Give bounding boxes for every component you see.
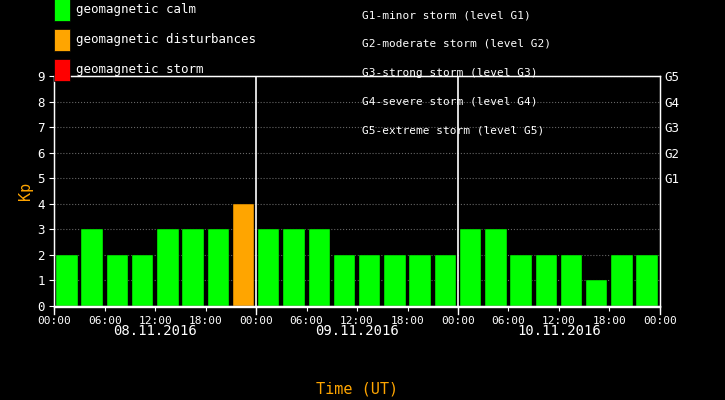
- Text: geomagnetic storm: geomagnetic storm: [76, 64, 204, 76]
- Bar: [460, 229, 481, 306]
- Bar: [132, 255, 154, 306]
- Bar: [334, 255, 355, 306]
- Bar: [384, 255, 405, 306]
- Bar: [107, 255, 128, 306]
- Bar: [485, 229, 507, 306]
- Bar: [359, 255, 381, 306]
- Bar: [258, 229, 280, 306]
- Text: geomagnetic calm: geomagnetic calm: [76, 4, 196, 16]
- Text: Time (UT): Time (UT): [316, 381, 398, 396]
- Bar: [560, 255, 582, 306]
- Bar: [183, 229, 204, 306]
- Bar: [57, 255, 78, 306]
- Bar: [586, 280, 608, 306]
- Text: G1-minor storm (level G1): G1-minor storm (level G1): [362, 10, 531, 20]
- Y-axis label: Kp: Kp: [18, 182, 33, 200]
- Text: G5-extreme storm (level G5): G5-extreme storm (level G5): [362, 125, 544, 135]
- Text: 08.11.2016: 08.11.2016: [113, 324, 197, 338]
- Text: G4-severe storm (level G4): G4-severe storm (level G4): [362, 96, 538, 106]
- Text: G2-moderate storm (level G2): G2-moderate storm (level G2): [362, 39, 552, 49]
- Bar: [434, 255, 456, 306]
- Bar: [81, 229, 103, 306]
- Bar: [611, 255, 633, 306]
- Bar: [309, 229, 330, 306]
- Bar: [283, 229, 304, 306]
- Text: 10.11.2016: 10.11.2016: [517, 324, 601, 338]
- Bar: [410, 255, 431, 306]
- Bar: [157, 229, 178, 306]
- Text: 09.11.2016: 09.11.2016: [315, 324, 399, 338]
- Text: geomagnetic disturbances: geomagnetic disturbances: [76, 34, 256, 46]
- Bar: [207, 229, 229, 306]
- Bar: [637, 255, 658, 306]
- Bar: [233, 204, 254, 306]
- Bar: [536, 255, 557, 306]
- Text: G3-strong storm (level G3): G3-strong storm (level G3): [362, 68, 538, 78]
- Bar: [510, 255, 531, 306]
